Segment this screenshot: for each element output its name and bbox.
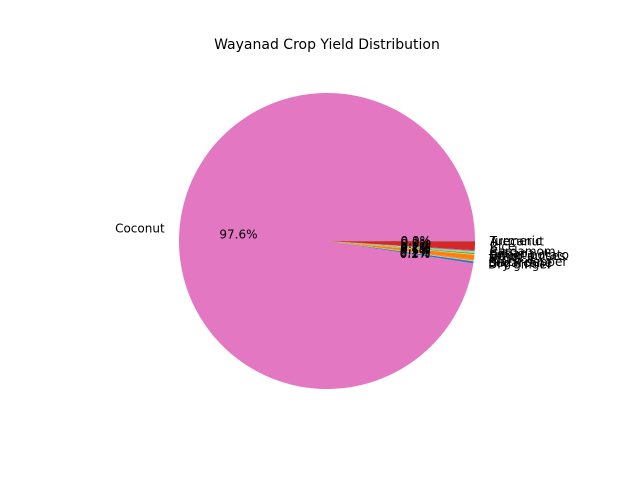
slice-label-tapioca: Tapioca [488, 252, 534, 266]
percentage-labels: 97.6%0.2%0.1%0.1%0.5%0.1%0.1%0.2%0.1%0.9… [219, 227, 431, 260]
slice-label-cardamom: Cardamom [489, 245, 555, 259]
pct-label-rice: 0.9% [400, 237, 431, 251]
pie-slice-cardamom [327, 241, 475, 252]
slice-label-sugarcane: Sugarcane [488, 256, 552, 270]
pie-slice-coconut [179, 93, 475, 390]
pie-slice-sweet-potato [327, 241, 475, 255]
pct-label-sweet-potato: 0.1% [400, 242, 431, 256]
pie-slice-banana [327, 241, 475, 254]
pie-slice-arecanut [327, 241, 475, 242]
slice-label-rice: Rice [490, 240, 516, 254]
pct-label-black-pepper: 0.1% [400, 245, 431, 259]
slice-label-banana: Banana [489, 246, 535, 260]
pie-slice-tapioca [327, 241, 475, 260]
slice-label-other-pulses: Other pulses [489, 249, 565, 263]
slice-label-sweet-potato: Sweet potato [489, 248, 569, 262]
pie-slices [179, 93, 475, 390]
slice-label-coconut: Coconut [115, 222, 165, 236]
pie-slice-dry-ginger [327, 241, 474, 264]
pct-label-coconut: 97.6% [219, 227, 257, 241]
slice-label-black-pepper: Black pepper [488, 255, 567, 269]
pct-label-sugarcane: 0.1% [400, 246, 431, 260]
chart-title: Wayanad Crop Yield Distribution [214, 37, 440, 53]
pct-label-dry-ginger: 0.2% [400, 247, 431, 261]
slice-label-turmeric: Turmeric [489, 234, 542, 248]
slice-label-dry-ginger: Dry ginger [488, 257, 552, 271]
pie-slice-black-pepper [327, 241, 474, 261]
pie-slice-sugarcane [327, 241, 474, 262]
pct-label-cardamom: 0.1% [400, 240, 431, 254]
pie-slice-rice [327, 241, 475, 251]
pct-label-arecanut: 0.1% [401, 234, 432, 248]
pct-label-turmeric: 0.0% [401, 234, 432, 248]
pct-label-tapioca: 0.5% [400, 244, 431, 258]
pct-label-banana: 0.2% [400, 241, 431, 255]
pie-slice-other-pulses [327, 241, 475, 255]
pct-label-other-pulses: 0.1% [400, 242, 431, 256]
slice-label-arecanut: Arecanut [490, 235, 544, 249]
